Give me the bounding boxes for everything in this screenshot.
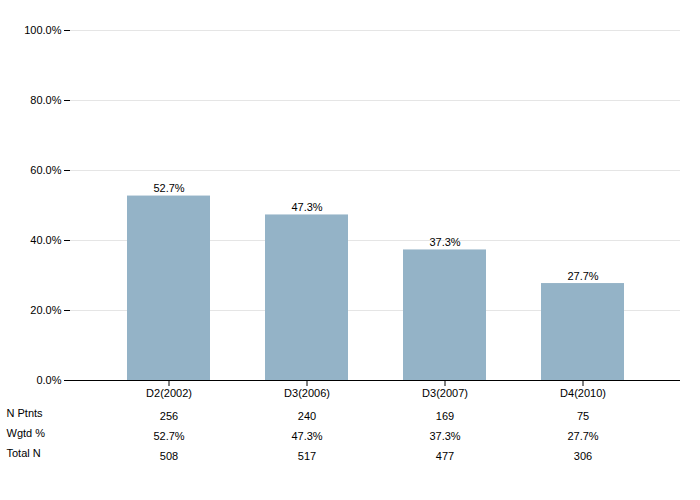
svg-text:Total N: Total N xyxy=(7,447,41,459)
svg-text:169: 169 xyxy=(436,410,454,422)
svg-text:517: 517 xyxy=(298,450,316,462)
svg-text:D4(2010): D4(2010) xyxy=(560,387,606,399)
svg-text:508: 508 xyxy=(160,450,178,462)
svg-text:Wgtd %: Wgtd % xyxy=(7,427,46,439)
svg-text:52.7%: 52.7% xyxy=(153,182,184,194)
svg-text:52.7%: 52.7% xyxy=(153,430,184,442)
svg-text:47.3%: 47.3% xyxy=(291,201,322,213)
svg-text:40.0%: 40.0% xyxy=(30,234,61,246)
svg-text:37.3%: 37.3% xyxy=(429,430,460,442)
svg-text:D3(2006): D3(2006) xyxy=(284,387,330,399)
svg-text:256: 256 xyxy=(160,410,178,422)
svg-text:37.3%: 37.3% xyxy=(429,236,460,248)
svg-text:0.0%: 0.0% xyxy=(36,374,61,386)
svg-text:27.7%: 27.7% xyxy=(567,430,598,442)
svg-text:477: 477 xyxy=(436,450,454,462)
svg-text:100.0%: 100.0% xyxy=(24,24,62,36)
svg-text:D3(2007): D3(2007) xyxy=(422,387,468,399)
svg-text:75: 75 xyxy=(577,410,589,422)
svg-text:80.0%: 80.0% xyxy=(30,94,61,106)
svg-text:20.0%: 20.0% xyxy=(30,304,61,316)
svg-text:240: 240 xyxy=(298,410,316,422)
svg-text:N Ptnts: N Ptnts xyxy=(7,407,44,419)
svg-text:306: 306 xyxy=(574,450,592,462)
svg-text:27.7%: 27.7% xyxy=(567,270,598,282)
svg-text:D2(2002): D2(2002) xyxy=(146,387,192,399)
svg-text:60.0%: 60.0% xyxy=(30,164,61,176)
svg-text:47.3%: 47.3% xyxy=(291,430,322,442)
